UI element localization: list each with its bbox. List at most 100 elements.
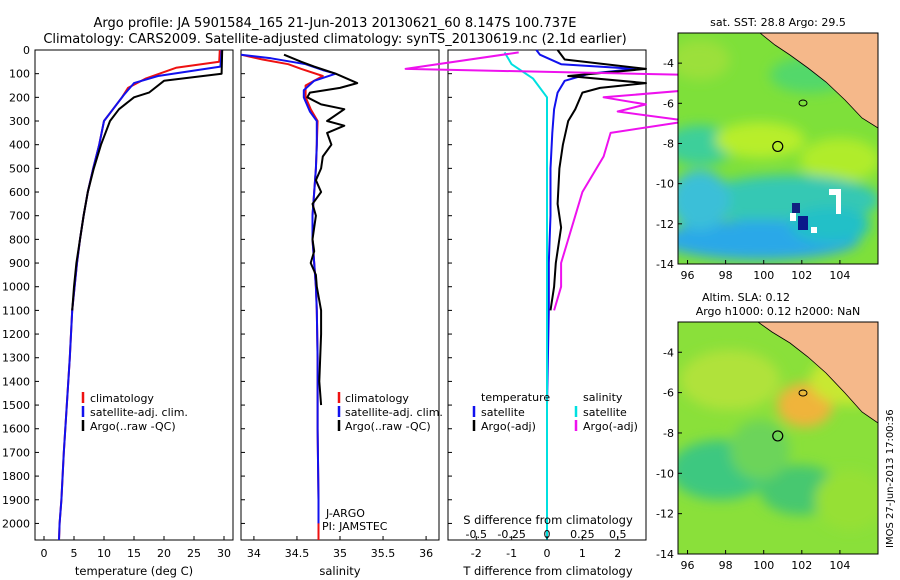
s-tick-label: 0 [544, 528, 551, 541]
x-tick-label: 0 [544, 547, 551, 560]
s-tick-label: -0.25 [497, 528, 525, 541]
missing-data-pixel [790, 213, 796, 221]
legend-label: Argo(-adj) [583, 420, 638, 433]
figure-title-line2: Climatology: CARS2009. Satellite-adjuste… [43, 32, 626, 47]
legend-label: Argo(..raw -QC) [90, 420, 176, 433]
temperature-xlabel: temperature (deg C) [75, 564, 193, 578]
series-line-argo-raw-qc [71, 49, 224, 311]
low-sst-pixel [798, 216, 808, 230]
depth-tick-label: 700 [9, 210, 30, 223]
depth-tick-label: 400 [9, 139, 30, 152]
x-tick-label: 36 [419, 547, 433, 560]
temperature-profiles [58, 49, 224, 541]
difference-xaxis: -2 -1 0 1 2 [471, 536, 621, 560]
lon-tick-label: 102 [791, 269, 812, 282]
depth-tick-label: 600 [9, 186, 30, 199]
series-line-temperature-satellite [535, 49, 637, 524]
sla-map-title-line1: Altim. SLA: 0.12 [702, 291, 790, 304]
series-line-satellite-adj-clim [58, 49, 223, 541]
difference-legend: temperature salinity satellite Argo(-adj… [472, 391, 638, 433]
salinity-profiles [240, 53, 359, 540]
low-sst-pixel [792, 203, 800, 213]
depth-tick-label: 1800 [2, 470, 30, 483]
depth-tick-label: 1600 [2, 423, 30, 436]
lat-tick-label: -4 [663, 346, 674, 359]
sst-map-axes: 96 98 100 102 104 -4 -6 -8 -10 -12 -14 [656, 57, 850, 282]
depth-tick-label: 2000 [2, 517, 30, 530]
salinity-xlabel: salinity [319, 564, 360, 578]
depth-tick-label: 1200 [2, 328, 30, 341]
lon-tick-label: 96 [681, 559, 695, 572]
depth-tick-label: 1400 [2, 375, 30, 388]
lat-tick-label: -14 [656, 258, 674, 271]
legend-label: climatology [345, 392, 409, 405]
series-line-argo-raw-qc [283, 53, 359, 406]
depth-tick-label: 1900 [2, 494, 30, 507]
lon-tick-label: 104 [829, 269, 850, 282]
sla-map [678, 322, 878, 554]
x-tick-label: 20 [157, 547, 171, 560]
temperature-legend: climatology satellite-adj. clim. Argo(..… [81, 392, 188, 433]
lon-tick-label: 98 [719, 559, 733, 572]
sst-map-frame [677, 32, 879, 265]
depth-tick-label: 1000 [2, 281, 30, 294]
float-program-label: J-ARGO [325, 507, 365, 520]
series-line-climatology [58, 49, 221, 541]
s-difference-axis: -0.5 -0.25 0 0.25 0.5 [466, 528, 627, 541]
depth-tick-label: 900 [9, 257, 30, 270]
legend-label: satellite-adj. clim. [90, 406, 188, 419]
x-tick-label: -2 [471, 547, 482, 560]
lon-tick-label: 98 [719, 269, 733, 282]
sla-map-frame [677, 321, 879, 555]
lat-tick-label: -8 [663, 137, 674, 150]
x-tick-label: -1 [506, 547, 517, 560]
depth-tick-label: 200 [9, 91, 30, 104]
sst-map-title: sat. SST: 28.8 Argo: 29.5 [710, 16, 846, 29]
series-line-climatology [240, 53, 324, 540]
depth-tick-label: 1500 [2, 399, 30, 412]
depth-tick-label: 1300 [2, 352, 30, 365]
island-outline [798, 99, 808, 107]
sla-map-axes: 96 98 100 102 104 -4 -6 -8 -10 -12 -14 [656, 346, 850, 572]
x-tick-label: 34.5 [285, 547, 310, 560]
difference-xlabel: T difference from climatology [462, 564, 633, 578]
temperature-xaxis: 0 5 10 15 20 25 30 [41, 536, 231, 560]
lat-tick-label: -10 [656, 178, 674, 191]
legend-label: satellite [583, 406, 627, 419]
lon-tick-label: 96 [681, 269, 695, 282]
x-tick-label: 35.5 [371, 547, 396, 560]
x-tick-label: 35 [333, 547, 347, 560]
legend-head-temperature: temperature [481, 391, 550, 404]
legend-label: climatology [90, 392, 154, 405]
lat-tick-label: -6 [663, 97, 674, 110]
depth-tick-label: 100 [9, 68, 30, 81]
x-tick-label: 30 [217, 547, 231, 560]
missing-data-pixel [836, 189, 841, 214]
argo-position-marker [772, 430, 784, 442]
series-line-satellite-adj-clim [240, 53, 337, 524]
lat-tick-label: -14 [656, 548, 674, 561]
x-tick-label: 5 [71, 547, 78, 560]
depth-axis: 0 100 200 300 400 500 600 700 800 900 1000 1100 1200… [2, 44, 452, 530]
land-mass [759, 33, 878, 129]
float-pi-label: PI: JAMSTEC [322, 520, 388, 533]
lon-tick-label: 100 [753, 269, 774, 282]
x-tick-label: 34 [247, 547, 261, 560]
land-mass [757, 322, 878, 424]
x-tick-label: 2 [614, 547, 621, 560]
depth-tick-label: 0 [23, 44, 30, 57]
lat-tick-label: -8 [663, 427, 674, 440]
legend-label: Argo(-adj) [481, 420, 536, 433]
lat-tick-label: -12 [656, 218, 674, 231]
missing-data-pixel [811, 227, 817, 233]
s-tick-label: 0.5 [609, 528, 627, 541]
legend-label: satellite-adj. clim. [345, 406, 443, 419]
island-outline [798, 389, 808, 397]
sst-map [678, 33, 878, 264]
missing-data-pixel [829, 189, 836, 195]
legend-head-salinity: salinity [583, 391, 623, 404]
depth-tick-label: 800 [9, 233, 30, 246]
argo-position-marker [772, 140, 784, 153]
x-tick-label: 0 [41, 547, 48, 560]
salinity-legend: climatology satellite-adj. clim. Argo(..… [337, 392, 443, 433]
